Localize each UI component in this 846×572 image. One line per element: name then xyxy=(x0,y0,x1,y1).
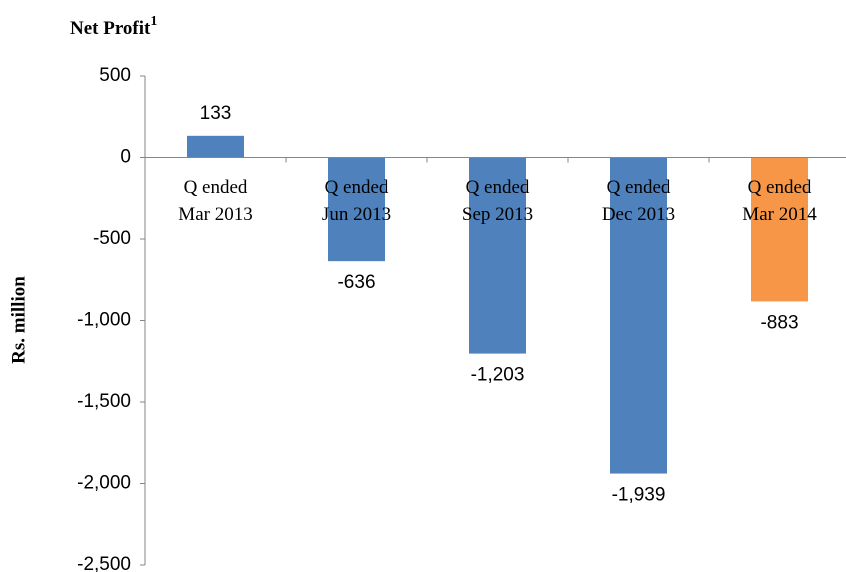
bar xyxy=(610,157,667,474)
bar xyxy=(751,157,808,302)
y-tick-label: -2,500 xyxy=(77,554,131,572)
title-text: Net Profit xyxy=(70,18,151,39)
x-tick-label: Sep 2013 xyxy=(462,204,533,225)
value-label: -1,939 xyxy=(612,485,666,506)
bar xyxy=(469,157,526,354)
chart-title: Net Profit1 xyxy=(70,14,157,39)
y-tick-label: -2,000 xyxy=(77,473,131,494)
x-tick-label: Mar 2014 xyxy=(742,204,817,225)
bar xyxy=(328,157,385,262)
value-label: -883 xyxy=(760,312,798,333)
x-tick-label: Q ended xyxy=(607,177,671,198)
x-tick-label: Mar 2013 xyxy=(178,204,252,225)
y-tick-label: -1,500 xyxy=(77,391,131,412)
value-label: -636 xyxy=(337,272,375,293)
title-note: 1 xyxy=(150,14,157,29)
x-tick-label: Dec 2013 xyxy=(602,204,675,225)
bar xyxy=(187,135,244,158)
y-tick-label: 500 xyxy=(99,65,131,86)
x-tick-label: Q ended xyxy=(466,177,530,198)
y-axis-label: Rs. million xyxy=(8,276,29,364)
x-tick-label: Q ended xyxy=(748,177,812,198)
value-label: 133 xyxy=(200,103,232,124)
y-tick-label: -500 xyxy=(93,228,131,249)
y-tick-label: 0 xyxy=(120,147,131,168)
x-tick-label: Q ended xyxy=(184,177,248,198)
x-tick-label: Q ended xyxy=(325,177,389,198)
value-label: -1,203 xyxy=(471,365,525,386)
y-tick-label: -1,000 xyxy=(77,310,131,331)
x-tick-label: Jun 2013 xyxy=(322,204,391,225)
